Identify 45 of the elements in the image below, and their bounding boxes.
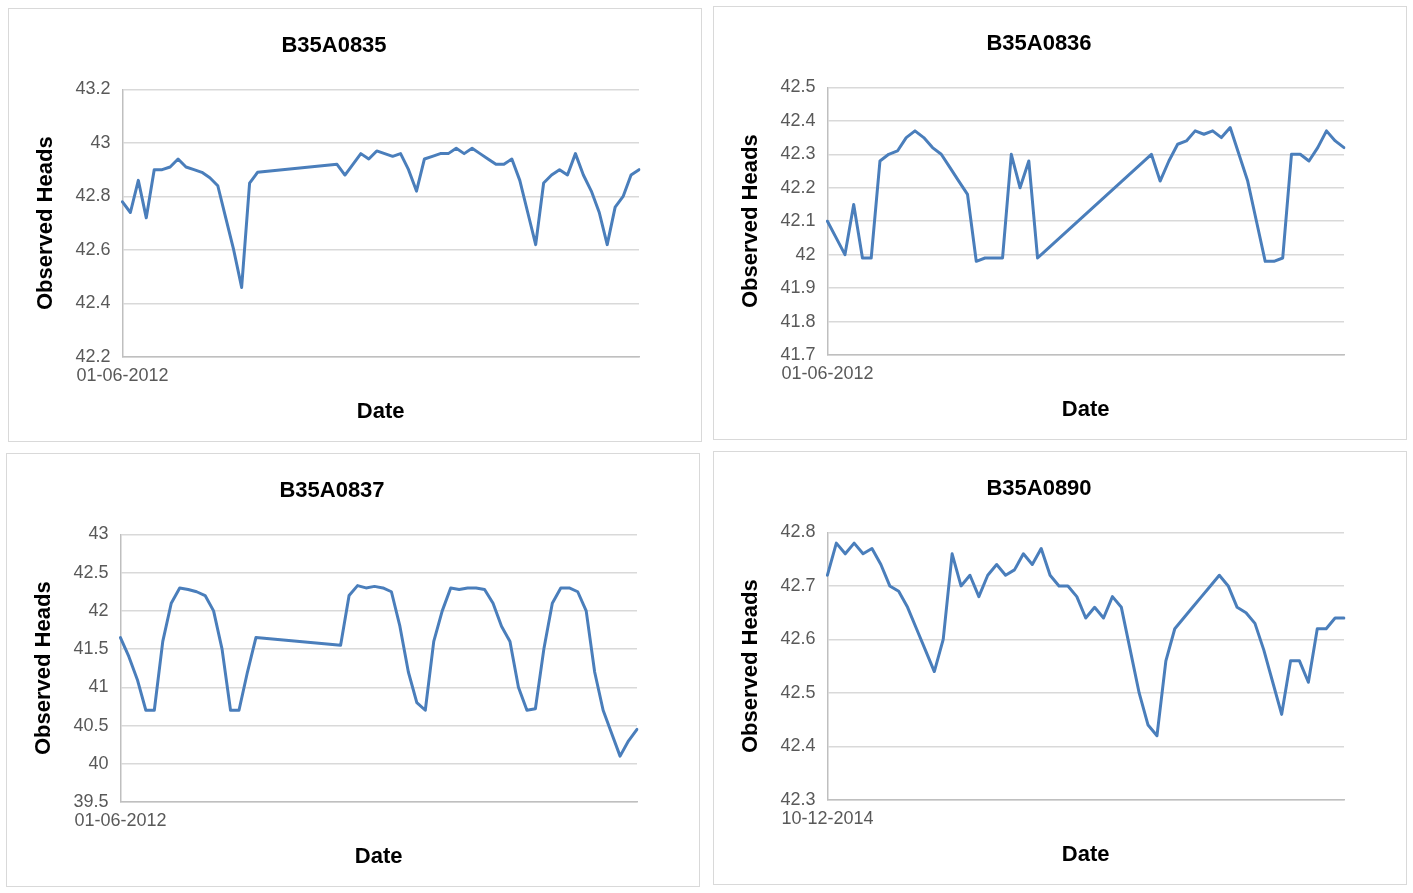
y-tick-label: 42.7 [780, 574, 816, 595]
y-tick-label: 42.5 [780, 76, 816, 97]
y-tick-label: 42.2 [780, 176, 816, 197]
y-tick-label: 41.8 [780, 310, 816, 331]
y-tick-label: 40.5 [73, 714, 109, 735]
y-tick-label: 42.1 [780, 210, 816, 231]
y-tick-label: 42 [88, 599, 109, 620]
chart-title: B35A0836 [986, 30, 1092, 56]
y-tick-label: 41 [88, 676, 109, 697]
y-tick-label: 42.8 [75, 185, 111, 206]
y-tick-label: 42.3 [780, 143, 816, 164]
y-tick-label: 42.8 [780, 521, 816, 542]
y-tick-label: 42.2 [75, 345, 111, 366]
y-axis-title: Observed Heads [737, 134, 763, 309]
y-tick-label: 42.6 [780, 628, 816, 649]
y-tick-label: 42 [795, 243, 816, 264]
y-tick-label: 42.6 [75, 238, 111, 259]
chart-title: B35A0837 [279, 477, 385, 503]
y-axis-title: Observed Heads [30, 581, 56, 756]
y-axis-title: Observed Heads [32, 136, 58, 311]
x-axis-title: Date [1061, 395, 1110, 421]
y-axis-title: Observed Heads [737, 579, 763, 754]
y-tick-label: 42.5 [780, 681, 816, 702]
y-tick-label: 42.4 [75, 292, 111, 313]
y-tick-label: 41.9 [780, 277, 816, 298]
y-tick-label: 42.4 [780, 109, 816, 130]
chart-title: B35A0890 [986, 475, 1092, 501]
x-axis-title: Date [1061, 840, 1110, 866]
y-tick-label: 43.2 [75, 78, 111, 99]
y-tick-label: 43 [88, 523, 109, 544]
x-tick-label: 01-06-2012 [76, 364, 169, 385]
x-axis-title: Date [354, 842, 403, 868]
chart-title: B35A0835 [281, 32, 387, 58]
x-tick-label: 01-06-2012 [74, 809, 167, 830]
y-tick-label: 41.7 [780, 343, 816, 364]
x-tick-label: 01-06-2012 [781, 362, 874, 383]
y-tick-label: 42.3 [780, 788, 816, 809]
y-tick-label: 42.4 [780, 735, 816, 756]
x-axis-title: Date [356, 397, 405, 423]
y-tick-label: 41.5 [73, 638, 109, 659]
y-tick-label: 40 [88, 752, 109, 773]
y-tick-label: 42.5 [73, 561, 109, 582]
y-tick-label: 39.5 [73, 790, 109, 811]
x-tick-label: 10-12-2014 [781, 807, 874, 828]
y-tick-label: 43 [90, 131, 111, 152]
